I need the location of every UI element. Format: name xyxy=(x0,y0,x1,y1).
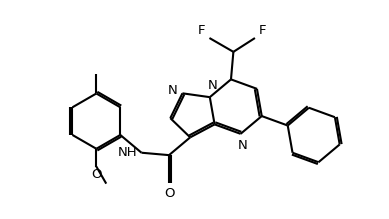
Text: N: N xyxy=(208,79,217,92)
Text: O: O xyxy=(164,187,174,200)
Text: N: N xyxy=(168,84,177,97)
Text: F: F xyxy=(259,24,266,37)
Text: N: N xyxy=(238,139,247,152)
Text: NH: NH xyxy=(118,146,138,159)
Text: F: F xyxy=(198,24,205,37)
Text: O: O xyxy=(91,168,102,180)
